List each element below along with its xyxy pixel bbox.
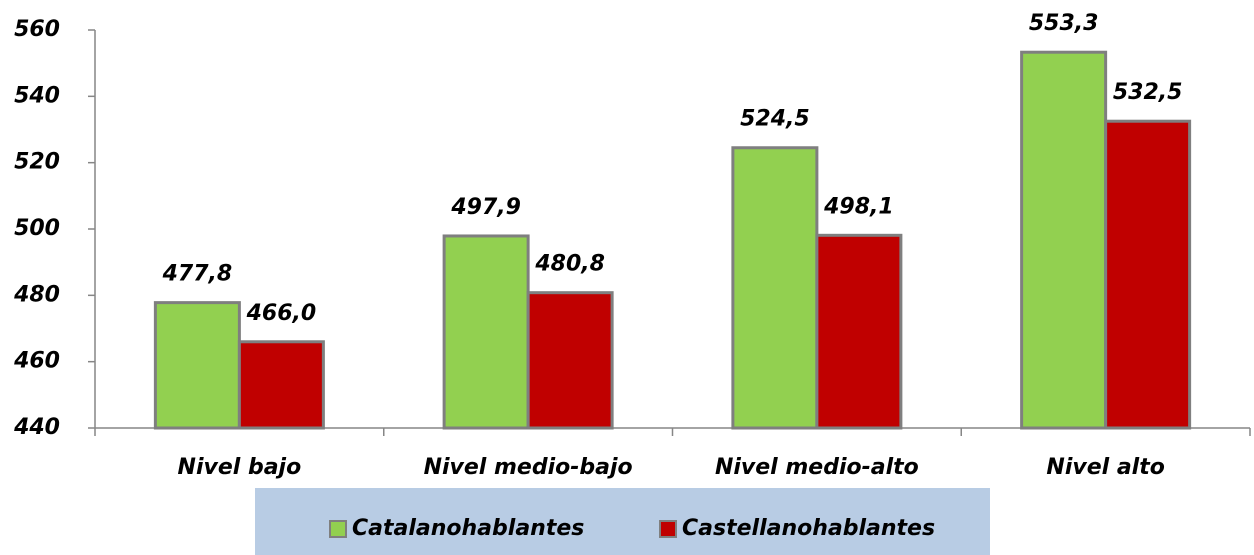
y-tick-label: 520 [14, 150, 60, 175]
x-tick-label: Nivel alto [1046, 455, 1164, 480]
x-tick-label: Nivel bajo [178, 455, 302, 480]
value-label: 497,9 [450, 195, 521, 220]
bar [442, 234, 530, 430]
bar [1104, 119, 1192, 430]
legend-swatch [659, 520, 677, 538]
value-label: 477,8 [162, 262, 233, 287]
value-label: 532,5 [1113, 80, 1183, 105]
value-label: 498,1 [823, 194, 894, 219]
y-tick-label: 440 [13, 415, 60, 440]
y-tick-label: 540 [14, 83, 60, 108]
legend-swatch [329, 520, 347, 538]
x-tick-label: Nivel medio-bajo [424, 455, 633, 480]
y-tick-label: 560 [14, 17, 60, 42]
y-tick-label: 500 [14, 216, 60, 241]
value-label: 524,5 [740, 107, 810, 132]
value-label: 466,0 [246, 301, 317, 326]
value-label: 553,3 [1029, 11, 1099, 36]
legend-label: Castellanohablantes [682, 516, 935, 541]
legend-background [255, 488, 990, 555]
y-tick-label: 480 [13, 282, 60, 307]
bar [731, 146, 819, 430]
x-tick-label: Nivel medio-alto [715, 455, 919, 480]
bar [526, 291, 614, 430]
bar [1020, 50, 1108, 430]
bar [815, 233, 903, 430]
legend-label: Catalanohablantes [352, 516, 584, 541]
bar [237, 340, 325, 430]
y-tick-label: 460 [13, 349, 60, 374]
value-label: 480,8 [534, 252, 605, 277]
bar [153, 301, 241, 430]
